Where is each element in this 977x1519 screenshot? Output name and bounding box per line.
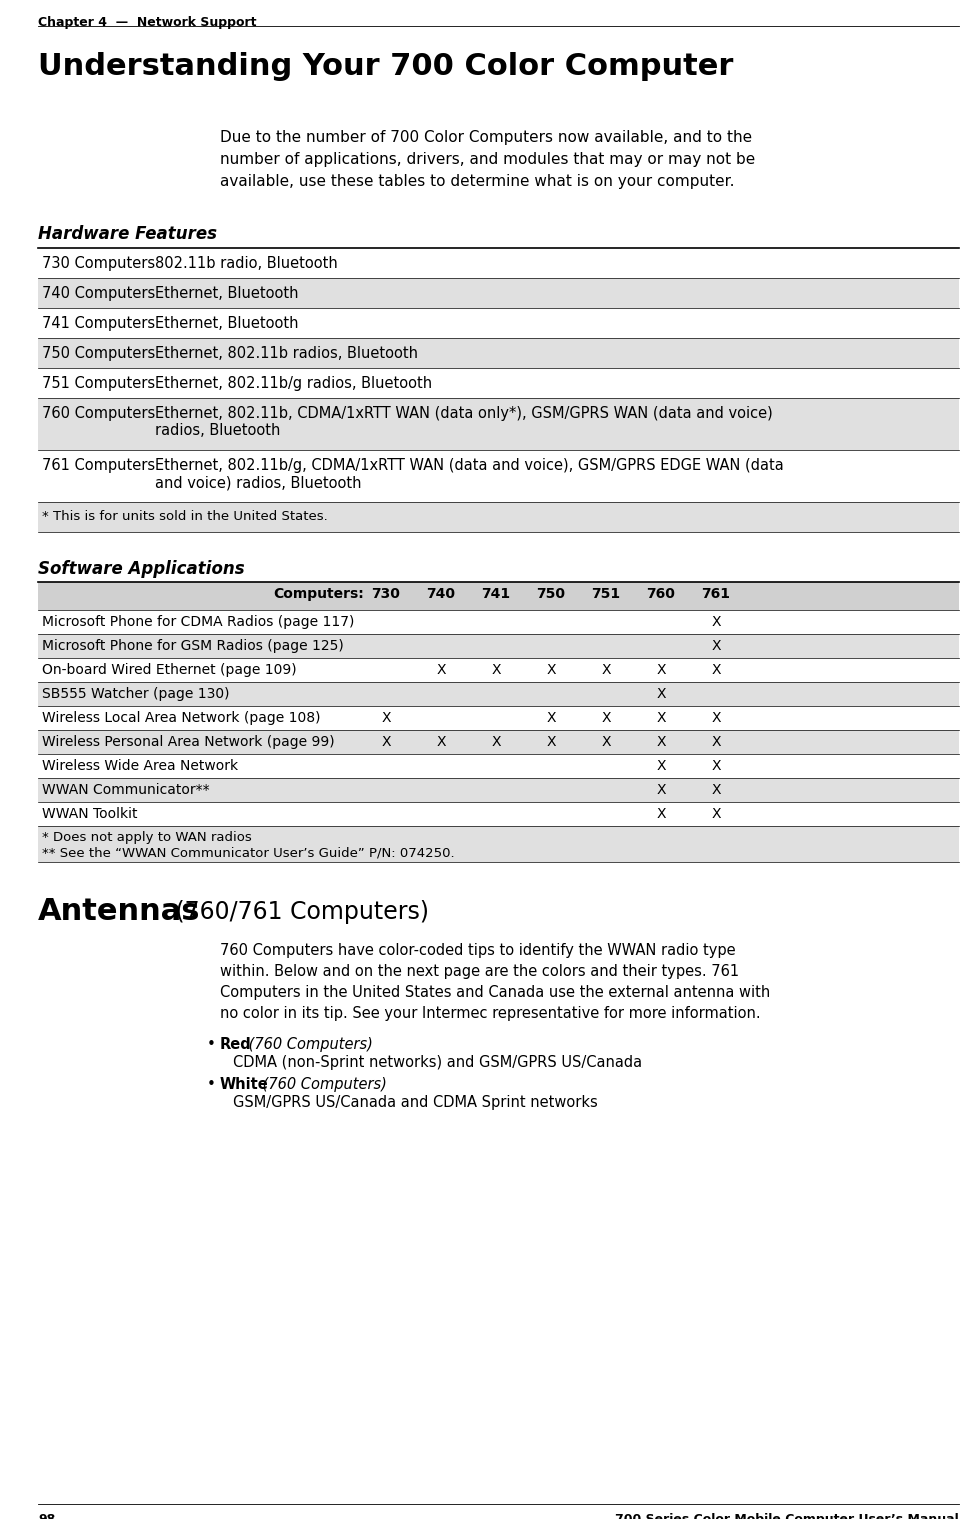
Text: 761: 761 [701, 586, 731, 602]
Text: X: X [711, 711, 721, 725]
Text: 750: 750 [536, 586, 566, 602]
Text: Chapter 4  —  Network Support: Chapter 4 — Network Support [38, 17, 257, 29]
Text: X: X [546, 711, 556, 725]
Text: Red: Red [220, 1037, 252, 1053]
Text: X: X [711, 735, 721, 749]
Text: X: X [711, 782, 721, 797]
Text: no color in its tip. See your Intermec representative for more information.: no color in its tip. See your Intermec r… [220, 1006, 761, 1021]
Text: Microsoft Phone for CDMA Radios (page 117): Microsoft Phone for CDMA Radios (page 11… [42, 615, 355, 629]
Text: X: X [657, 807, 665, 820]
Text: Ethernet, Bluetooth: Ethernet, Bluetooth [155, 286, 299, 301]
Text: X: X [601, 662, 611, 677]
Text: •: • [207, 1037, 216, 1053]
Bar [38, 731, 959, 753]
Text: 760 Computers have color-coded tips to identify the WWAN radio type: 760 Computers have color-coded tips to i… [220, 943, 736, 958]
Text: Ethernet, 802.11b/g radios, Bluetooth: Ethernet, 802.11b/g radios, Bluetooth [155, 377, 432, 390]
Text: 98: 98 [38, 1513, 56, 1519]
Text: Understanding Your 700 Color Computer: Understanding Your 700 Color Computer [38, 52, 734, 81]
Text: X: X [601, 735, 611, 749]
Text: Ethernet, 802.11b, CDMA/1xRTT WAN (data only*), GSM/GPRS WAN (data and voice)
ra: Ethernet, 802.11b, CDMA/1xRTT WAN (data … [155, 406, 773, 439]
Text: Antennas: Antennas [38, 898, 200, 927]
Text: SB555 Watcher (page 130): SB555 Watcher (page 130) [42, 687, 230, 700]
Text: 750 Computers: 750 Computers [42, 346, 155, 362]
Text: X: X [491, 662, 501, 677]
Text: X: X [711, 662, 721, 677]
Text: within. Below and on the next page are the colors and their types. 761: within. Below and on the next page are t… [220, 965, 740, 980]
Text: Software Applications: Software Applications [38, 561, 244, 579]
Text: X: X [657, 735, 665, 749]
Text: CDMA (non-Sprint networks) and GSM/GPRS US/Canada: CDMA (non-Sprint networks) and GSM/GPRS … [233, 1056, 642, 1069]
Text: X: X [491, 735, 501, 749]
Text: Hardware Features: Hardware Features [38, 225, 217, 243]
Text: 761 Computers: 761 Computers [42, 459, 155, 472]
Text: number of applications, drivers, and modules that may or may not be: number of applications, drivers, and mod… [220, 152, 755, 167]
Text: Wireless Local Area Network (page 108): Wireless Local Area Network (page 108) [42, 711, 320, 725]
Bar [38, 398, 959, 450]
Text: X: X [381, 711, 391, 725]
Text: Wireless Wide Area Network: Wireless Wide Area Network [42, 760, 238, 773]
Text: Wireless Personal Area Network (page 99): Wireless Personal Area Network (page 99) [42, 735, 335, 749]
Text: 730: 730 [371, 586, 401, 602]
Text: 740 Computers: 740 Computers [42, 286, 155, 301]
Text: 740: 740 [427, 586, 455, 602]
Text: X: X [711, 760, 721, 773]
Text: Computers in the United States and Canada use the external antenna with: Computers in the United States and Canad… [220, 984, 770, 1000]
Text: 700 Series Color Mobile Computer User’s Manual: 700 Series Color Mobile Computer User’s … [616, 1513, 959, 1519]
Text: Ethernet, 802.11b/g, CDMA/1xRTT WAN (data and voice), GSM/GPRS EDGE WAN (data
an: Ethernet, 802.11b/g, CDMA/1xRTT WAN (dat… [155, 459, 784, 491]
Text: On-board Wired Ethernet (page 109): On-board Wired Ethernet (page 109) [42, 662, 297, 677]
Text: 760: 760 [647, 586, 675, 602]
Text: White: White [220, 1077, 269, 1092]
Text: (760 Computers): (760 Computers) [244, 1037, 373, 1053]
Text: 741 Computers: 741 Computers [42, 316, 155, 331]
Text: available, use these tables to determine what is on your computer.: available, use these tables to determine… [220, 175, 735, 188]
Text: X: X [437, 662, 446, 677]
Text: (760 Computers): (760 Computers) [258, 1077, 387, 1092]
Bar [38, 501, 959, 532]
Text: X: X [711, 615, 721, 629]
Text: X: X [546, 735, 556, 749]
Text: 802.11b radio, Bluetooth: 802.11b radio, Bluetooth [155, 257, 338, 270]
Bar [38, 633, 959, 658]
Text: X: X [657, 711, 665, 725]
Bar [38, 582, 959, 611]
Text: * Does not apply to WAN radios
** See the “WWAN Communicator User’s Guide” P/N: : * Does not apply to WAN radios ** See th… [42, 831, 454, 860]
Bar [38, 682, 959, 706]
Text: 751: 751 [591, 586, 620, 602]
Text: (760/761 Computers): (760/761 Computers) [168, 899, 429, 924]
Text: X: X [711, 639, 721, 653]
Bar [38, 826, 959, 861]
Text: Microsoft Phone for GSM Radios (page 125): Microsoft Phone for GSM Radios (page 125… [42, 639, 344, 653]
Text: * This is for units sold in the United States.: * This is for units sold in the United S… [42, 510, 327, 523]
Text: Computers:: Computers: [274, 586, 364, 602]
Text: WWAN Toolkit: WWAN Toolkit [42, 807, 138, 820]
Text: X: X [657, 760, 665, 773]
Text: 730 Computers: 730 Computers [42, 257, 155, 270]
Bar [38, 339, 959, 368]
Text: 751 Computers: 751 Computers [42, 377, 155, 390]
Text: X: X [437, 735, 446, 749]
Bar [38, 278, 959, 308]
Bar [38, 778, 959, 802]
Text: X: X [657, 687, 665, 700]
Text: X: X [601, 711, 611, 725]
Text: X: X [657, 782, 665, 797]
Text: WWAN Communicator**: WWAN Communicator** [42, 782, 210, 797]
Text: X: X [381, 735, 391, 749]
Text: Ethernet, 802.11b radios, Bluetooth: Ethernet, 802.11b radios, Bluetooth [155, 346, 418, 362]
Text: X: X [657, 662, 665, 677]
Text: X: X [711, 807, 721, 820]
Text: GSM/GPRS US/Canada and CDMA Sprint networks: GSM/GPRS US/Canada and CDMA Sprint netwo… [233, 1095, 598, 1110]
Text: •: • [207, 1077, 216, 1092]
Text: 760 Computers: 760 Computers [42, 406, 155, 421]
Text: 741: 741 [482, 586, 511, 602]
Text: Due to the number of 700 Color Computers now available, and to the: Due to the number of 700 Color Computers… [220, 131, 752, 144]
Text: Ethernet, Bluetooth: Ethernet, Bluetooth [155, 316, 299, 331]
Text: X: X [546, 662, 556, 677]
